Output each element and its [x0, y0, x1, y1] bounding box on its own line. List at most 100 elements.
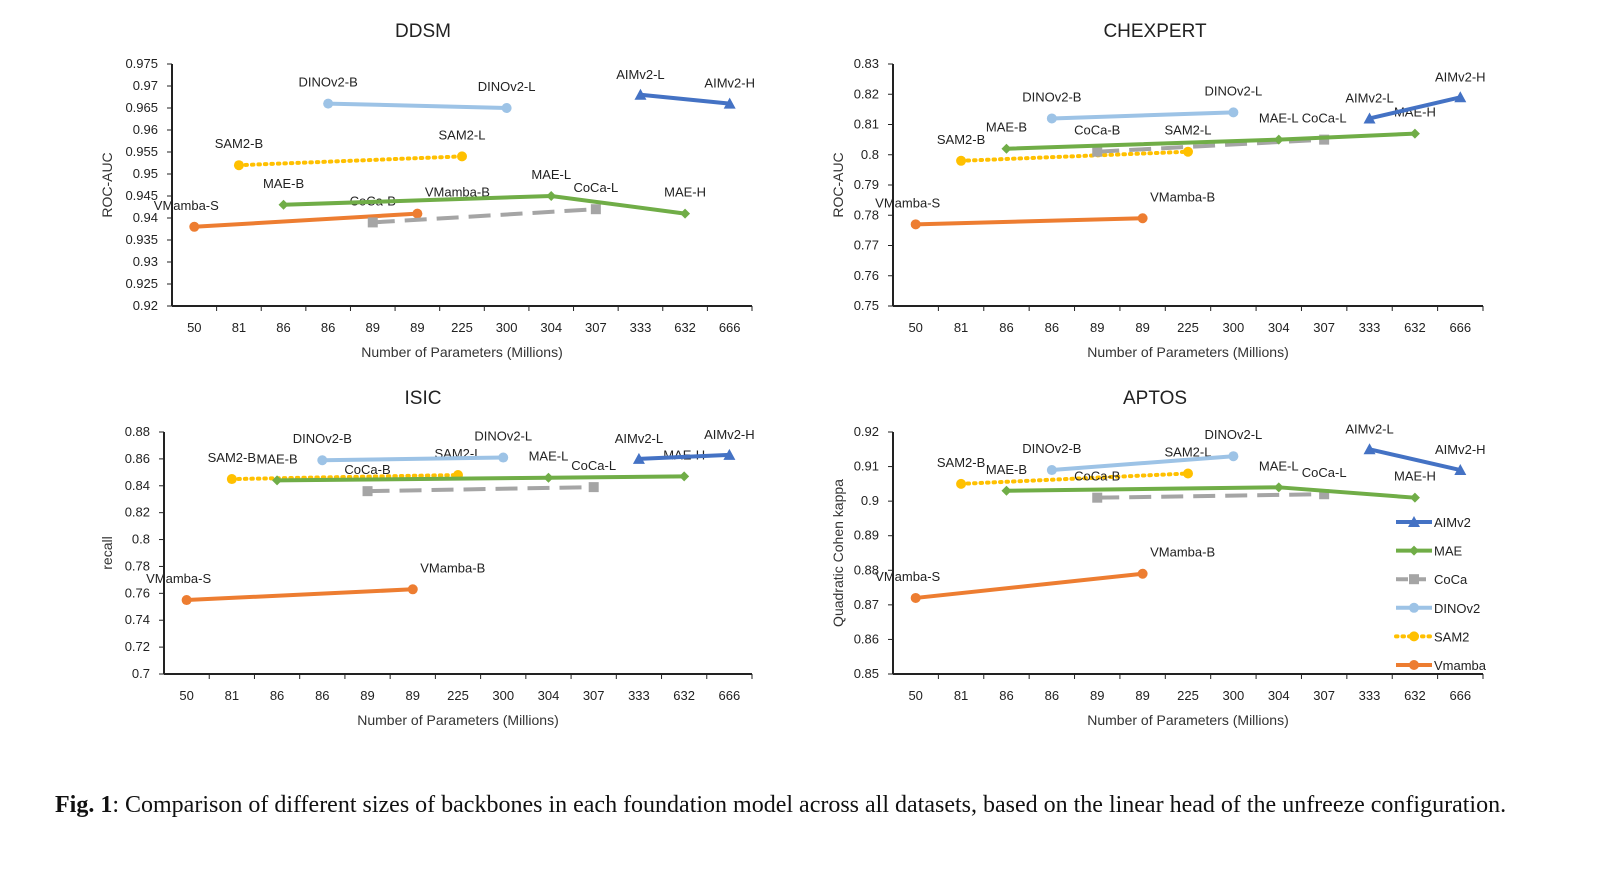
isic-mae-marker	[679, 471, 690, 482]
chexpert-y-axis-label: ROC-AUC	[830, 152, 846, 217]
chexpert-series-sam2: SAM2-B SAM2-L	[937, 123, 1211, 166]
chexpert-series-aimv2: AIMv2-L AIMv2-H	[1345, 69, 1486, 124]
legend-label-vmamba: Vmamba	[1434, 658, 1487, 673]
ddsm-aimv2-marker	[634, 88, 647, 100]
ddsm-x-tick-label: 81	[232, 320, 246, 335]
chexpert-y-tick-label: 0.75	[854, 298, 879, 313]
aptos-x-tick-label: 632	[1404, 688, 1426, 703]
ddsm-y-tick-label: 0.945	[125, 188, 158, 203]
chexpert-sam2-marker	[1183, 146, 1193, 157]
ddsm-title: DDSM	[395, 21, 451, 42]
isic-y-tick-label: 0.76	[125, 585, 150, 600]
aptos-aimv2-marker	[1363, 443, 1376, 455]
isic-mae-marker	[543, 472, 554, 483]
aptos-x-tick-label: 89	[1090, 688, 1104, 703]
isic-vmamba-line	[186, 587, 413, 603]
legend-label-sam2: SAM2	[1434, 629, 1469, 644]
aptos-x-tick-label: 89	[1135, 688, 1149, 703]
aptos-title: APTOS	[1123, 388, 1187, 409]
ddsm-mae-line	[283, 193, 686, 216]
figure-charts: DDSM 0.92 0.925 0.93 0.935 0.94 0.945 0.95 0.955…	[99, 21, 1487, 728]
chexpert-x-tick-label: 300	[1223, 320, 1245, 335]
isic-x-tick-label: 666	[719, 688, 741, 703]
aptos-y-tick-label: 0.86	[854, 631, 879, 646]
legend-marker-sam2	[1409, 631, 1419, 642]
legend: AIMv2 MAE CoCa DINOv2 SAM2 Vmamba	[1394, 515, 1487, 673]
ddsm-x-tick-label: 86	[276, 320, 290, 335]
aptos-aimv2-data-label: AIMv2-H	[1435, 442, 1486, 457]
chexpert-y-tick-label: 0.81	[854, 117, 879, 132]
isic-dinov2-marker	[498, 452, 509, 463]
chexpert-series-coca: CoCa-B CoCa-L	[1074, 111, 1347, 157]
ddsm-aimv2-marker	[723, 97, 736, 109]
ddsm-mae-data-label: MAE-H	[664, 185, 706, 200]
ddsm-y-tick-label: 0.96	[133, 122, 158, 137]
ddsm-vmamba-marker	[189, 221, 200, 232]
ddsm-series-sam2: SAM2-B SAM2-L	[215, 127, 485, 171]
chexpert-vmamba-marker	[1137, 213, 1148, 224]
aptos-y-tick-label: 0.88	[854, 562, 879, 577]
chexpert-coca-marker	[1319, 134, 1330, 145]
isic-x-tick-label: 50	[179, 688, 193, 703]
aptos-series-aimv2: AIMv2-L AIMv2-H	[1345, 421, 1486, 476]
legend-marker-aimv2	[1408, 516, 1420, 527]
isic-series-coca: CoCa-B CoCa-L	[344, 458, 616, 497]
ddsm-x-tick-label: 89	[410, 320, 424, 335]
ddsm-vmamba-marker	[412, 208, 423, 219]
chexpert-x-tick-label: 86	[1045, 320, 1059, 335]
isic-aimv2-marker	[723, 448, 736, 460]
aptos-mae-marker	[1001, 485, 1012, 496]
isic-aimv2-line	[638, 452, 730, 461]
ddsm-aimv2-data-label: AIMv2-L	[616, 67, 664, 82]
ddsm-x-tick-label: 300	[496, 320, 518, 335]
isic-y-tick-label: 0.7	[132, 666, 150, 681]
aptos-series-sam2: SAM2-B SAM2-L	[937, 444, 1211, 489]
isic-x-tick-label: 307	[583, 688, 605, 703]
chexpert-x-tick-label: 86	[999, 320, 1013, 335]
chexpert-x-tick-label: 307	[1313, 320, 1335, 335]
chexpert-sam2-marker	[956, 155, 967, 166]
chexpert-x-tick-label: 81	[954, 320, 968, 335]
chexpert-series-vmamba: VMamba-S VMamba-B	[875, 189, 1215, 230]
isic-x-tick-label: 86	[315, 688, 329, 703]
chexpert-dinov2-marker	[1046, 113, 1057, 124]
isic-x-tick-label: 632	[673, 688, 695, 703]
isic-vmamba-marker	[181, 595, 192, 606]
chexpert-title: CHEXPERT	[1103, 21, 1207, 42]
isic-series-dinov2: DINOv2-B DINOv2-L	[293, 429, 532, 466]
chexpert-y-tick-label: 0.83	[854, 56, 879, 71]
aptos-vmamba-marker	[910, 592, 921, 603]
isic-coca-marker	[362, 486, 373, 497]
ddsm-x-tick-label: 632	[674, 320, 696, 335]
isic-aimv2-data-label: AIMv2-L	[615, 431, 663, 446]
legend-label-mae: MAE	[1434, 544, 1463, 559]
aptos-coca-marker	[1092, 492, 1103, 503]
ddsm-mae-marker	[546, 191, 557, 201]
aptos-coca-data-label: CoCa-L	[1302, 465, 1347, 480]
ddsm-dinov2-marker	[501, 103, 512, 113]
ddsm-mae-data-label: MAE-B	[263, 176, 304, 191]
chexpert-vmamba-marker	[910, 219, 921, 230]
legend-marker-dinov2	[1409, 602, 1419, 613]
chexpert-x-tick-label: 50	[908, 320, 922, 335]
caption-label: Fig. 1	[55, 792, 113, 818]
aptos-dinov2-line	[1051, 454, 1234, 473]
ddsm-y-tick-label: 0.975	[125, 56, 158, 71]
isic-dinov2-marker	[317, 455, 328, 466]
aptos-series-coca: CoCa-B CoCa-L	[1074, 465, 1347, 503]
ddsm-x-tick-label: 666	[719, 320, 741, 335]
aptos-y-tick-label: 0.87	[854, 597, 879, 612]
ddsm-vmamba-data-label: VMamba-S	[154, 198, 219, 213]
chexpert-aimv2-line	[1369, 95, 1461, 121]
aptos-mae-marker	[1273, 482, 1284, 493]
chexpert-mae-marker	[1409, 128, 1420, 139]
chexpert-y-tick-label: 0.76	[854, 268, 879, 283]
isic-x-tick-label: 86	[270, 688, 284, 703]
isic-y-tick-label: 0.82	[125, 505, 150, 520]
isic-dinov2-line	[322, 455, 504, 463]
legend-marker-mae	[1409, 545, 1419, 556]
aptos-mae-marker	[1409, 492, 1420, 503]
chexpert-mae-data-label: MAE-B	[986, 120, 1027, 135]
aptos-dinov2-data-label: DINOv2-L	[1204, 427, 1262, 442]
ddsm-y-tick-label: 0.955	[125, 144, 158, 159]
